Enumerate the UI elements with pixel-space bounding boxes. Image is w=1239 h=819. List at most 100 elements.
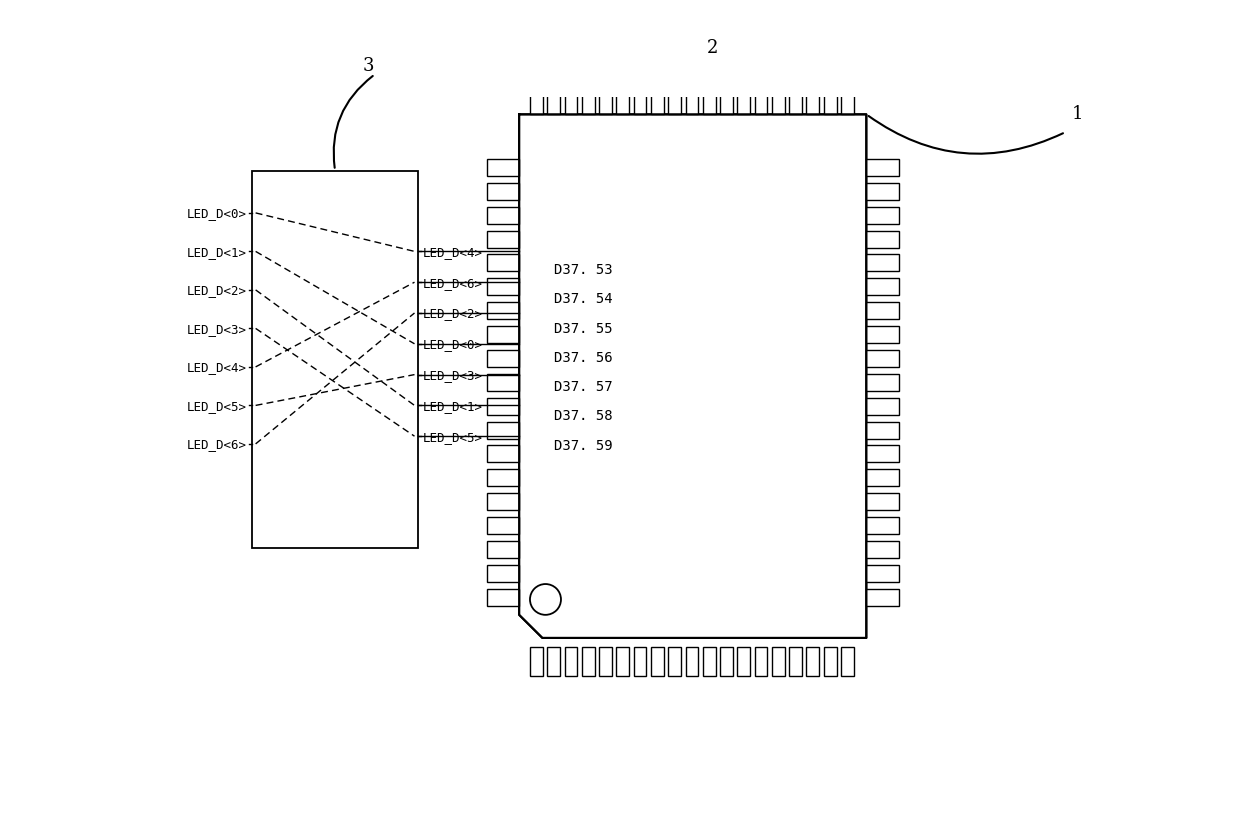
Text: LED_D<0>: LED_D<0> <box>187 207 247 220</box>
Bar <box>668 647 681 676</box>
Bar <box>866 231 898 248</box>
Bar <box>866 160 898 177</box>
Bar <box>866 518 898 534</box>
Bar <box>487 470 519 486</box>
Bar <box>841 86 854 115</box>
Bar <box>252 171 419 548</box>
Bar <box>487 541 519 559</box>
Bar <box>866 446 898 463</box>
Text: D37. 54: D37. 54 <box>554 292 612 306</box>
Bar <box>548 86 560 115</box>
Bar <box>866 279 898 296</box>
Text: LED_D<5>: LED_D<5> <box>187 400 247 413</box>
Bar <box>866 327 898 344</box>
Bar <box>565 86 577 115</box>
Bar <box>487 160 519 177</box>
Bar <box>487 446 519 463</box>
Polygon shape <box>519 115 866 638</box>
Bar <box>650 647 664 676</box>
Bar <box>487 374 519 391</box>
Bar <box>487 183 519 201</box>
Bar <box>487 422 519 439</box>
Bar <box>772 86 784 115</box>
Bar <box>530 86 543 115</box>
Text: LED_D<3>: LED_D<3> <box>187 323 247 336</box>
Bar <box>866 470 898 486</box>
Text: LED_D<6>: LED_D<6> <box>187 438 247 450</box>
Bar <box>866 589 898 606</box>
Bar <box>530 647 543 676</box>
Bar <box>703 647 716 676</box>
Text: 3: 3 <box>363 57 374 75</box>
Bar <box>866 541 898 559</box>
Text: LED_D<1>: LED_D<1> <box>422 400 483 413</box>
Text: D37. 56: D37. 56 <box>554 351 612 364</box>
Text: 1: 1 <box>1072 105 1083 123</box>
Bar <box>807 647 819 676</box>
Bar <box>487 327 519 344</box>
Text: LED_D<4>: LED_D<4> <box>187 361 247 374</box>
Bar <box>866 565 898 582</box>
Text: D37. 53: D37. 53 <box>554 263 612 277</box>
Bar <box>866 422 898 439</box>
Bar <box>807 86 819 115</box>
Bar <box>633 647 647 676</box>
Bar <box>866 183 898 201</box>
Text: LED_D<0>: LED_D<0> <box>422 338 483 351</box>
Bar <box>685 86 699 115</box>
Text: D37. 58: D37. 58 <box>554 409 612 423</box>
Bar <box>582 86 595 115</box>
Bar <box>487 589 519 606</box>
Text: LED_D<2>: LED_D<2> <box>422 307 483 320</box>
Bar <box>565 647 577 676</box>
Bar <box>866 374 898 391</box>
Bar <box>600 86 612 115</box>
Bar <box>487 518 519 534</box>
Bar <box>755 86 767 115</box>
Bar <box>824 86 836 115</box>
Bar <box>789 647 802 676</box>
Bar <box>789 86 802 115</box>
Text: 2: 2 <box>707 39 719 57</box>
Text: D37. 57: D37. 57 <box>554 380 612 394</box>
Bar <box>582 647 595 676</box>
Bar <box>487 279 519 296</box>
Bar <box>487 207 519 224</box>
Bar <box>772 647 784 676</box>
Bar <box>487 231 519 248</box>
Bar <box>616 86 629 115</box>
Bar <box>685 647 699 676</box>
Bar <box>755 647 767 676</box>
Bar <box>487 351 519 368</box>
Bar <box>548 647 560 676</box>
Text: LED_D<4>: LED_D<4> <box>422 246 483 259</box>
Text: LED_D<2>: LED_D<2> <box>187 284 247 297</box>
Bar <box>487 256 519 272</box>
Bar <box>487 303 519 319</box>
Text: D37. 59: D37. 59 <box>554 438 612 452</box>
Bar <box>866 207 898 224</box>
Bar <box>720 647 733 676</box>
Bar <box>866 398 898 415</box>
Bar <box>703 86 716 115</box>
Bar <box>866 494 898 510</box>
Bar <box>737 647 750 676</box>
Text: LED_D<5>: LED_D<5> <box>422 430 483 443</box>
Bar <box>487 398 519 415</box>
Text: LED_D<6>: LED_D<6> <box>422 276 483 289</box>
Bar <box>737 86 750 115</box>
Bar <box>650 86 664 115</box>
Bar <box>866 256 898 272</box>
Bar <box>616 647 629 676</box>
Bar <box>668 86 681 115</box>
Bar <box>487 565 519 582</box>
Bar <box>841 647 854 676</box>
Bar <box>633 86 647 115</box>
Bar <box>600 647 612 676</box>
Bar <box>866 351 898 368</box>
Bar <box>720 86 733 115</box>
Bar <box>487 494 519 510</box>
Text: LED_D<1>: LED_D<1> <box>187 246 247 259</box>
Bar <box>824 647 836 676</box>
Bar <box>866 303 898 319</box>
